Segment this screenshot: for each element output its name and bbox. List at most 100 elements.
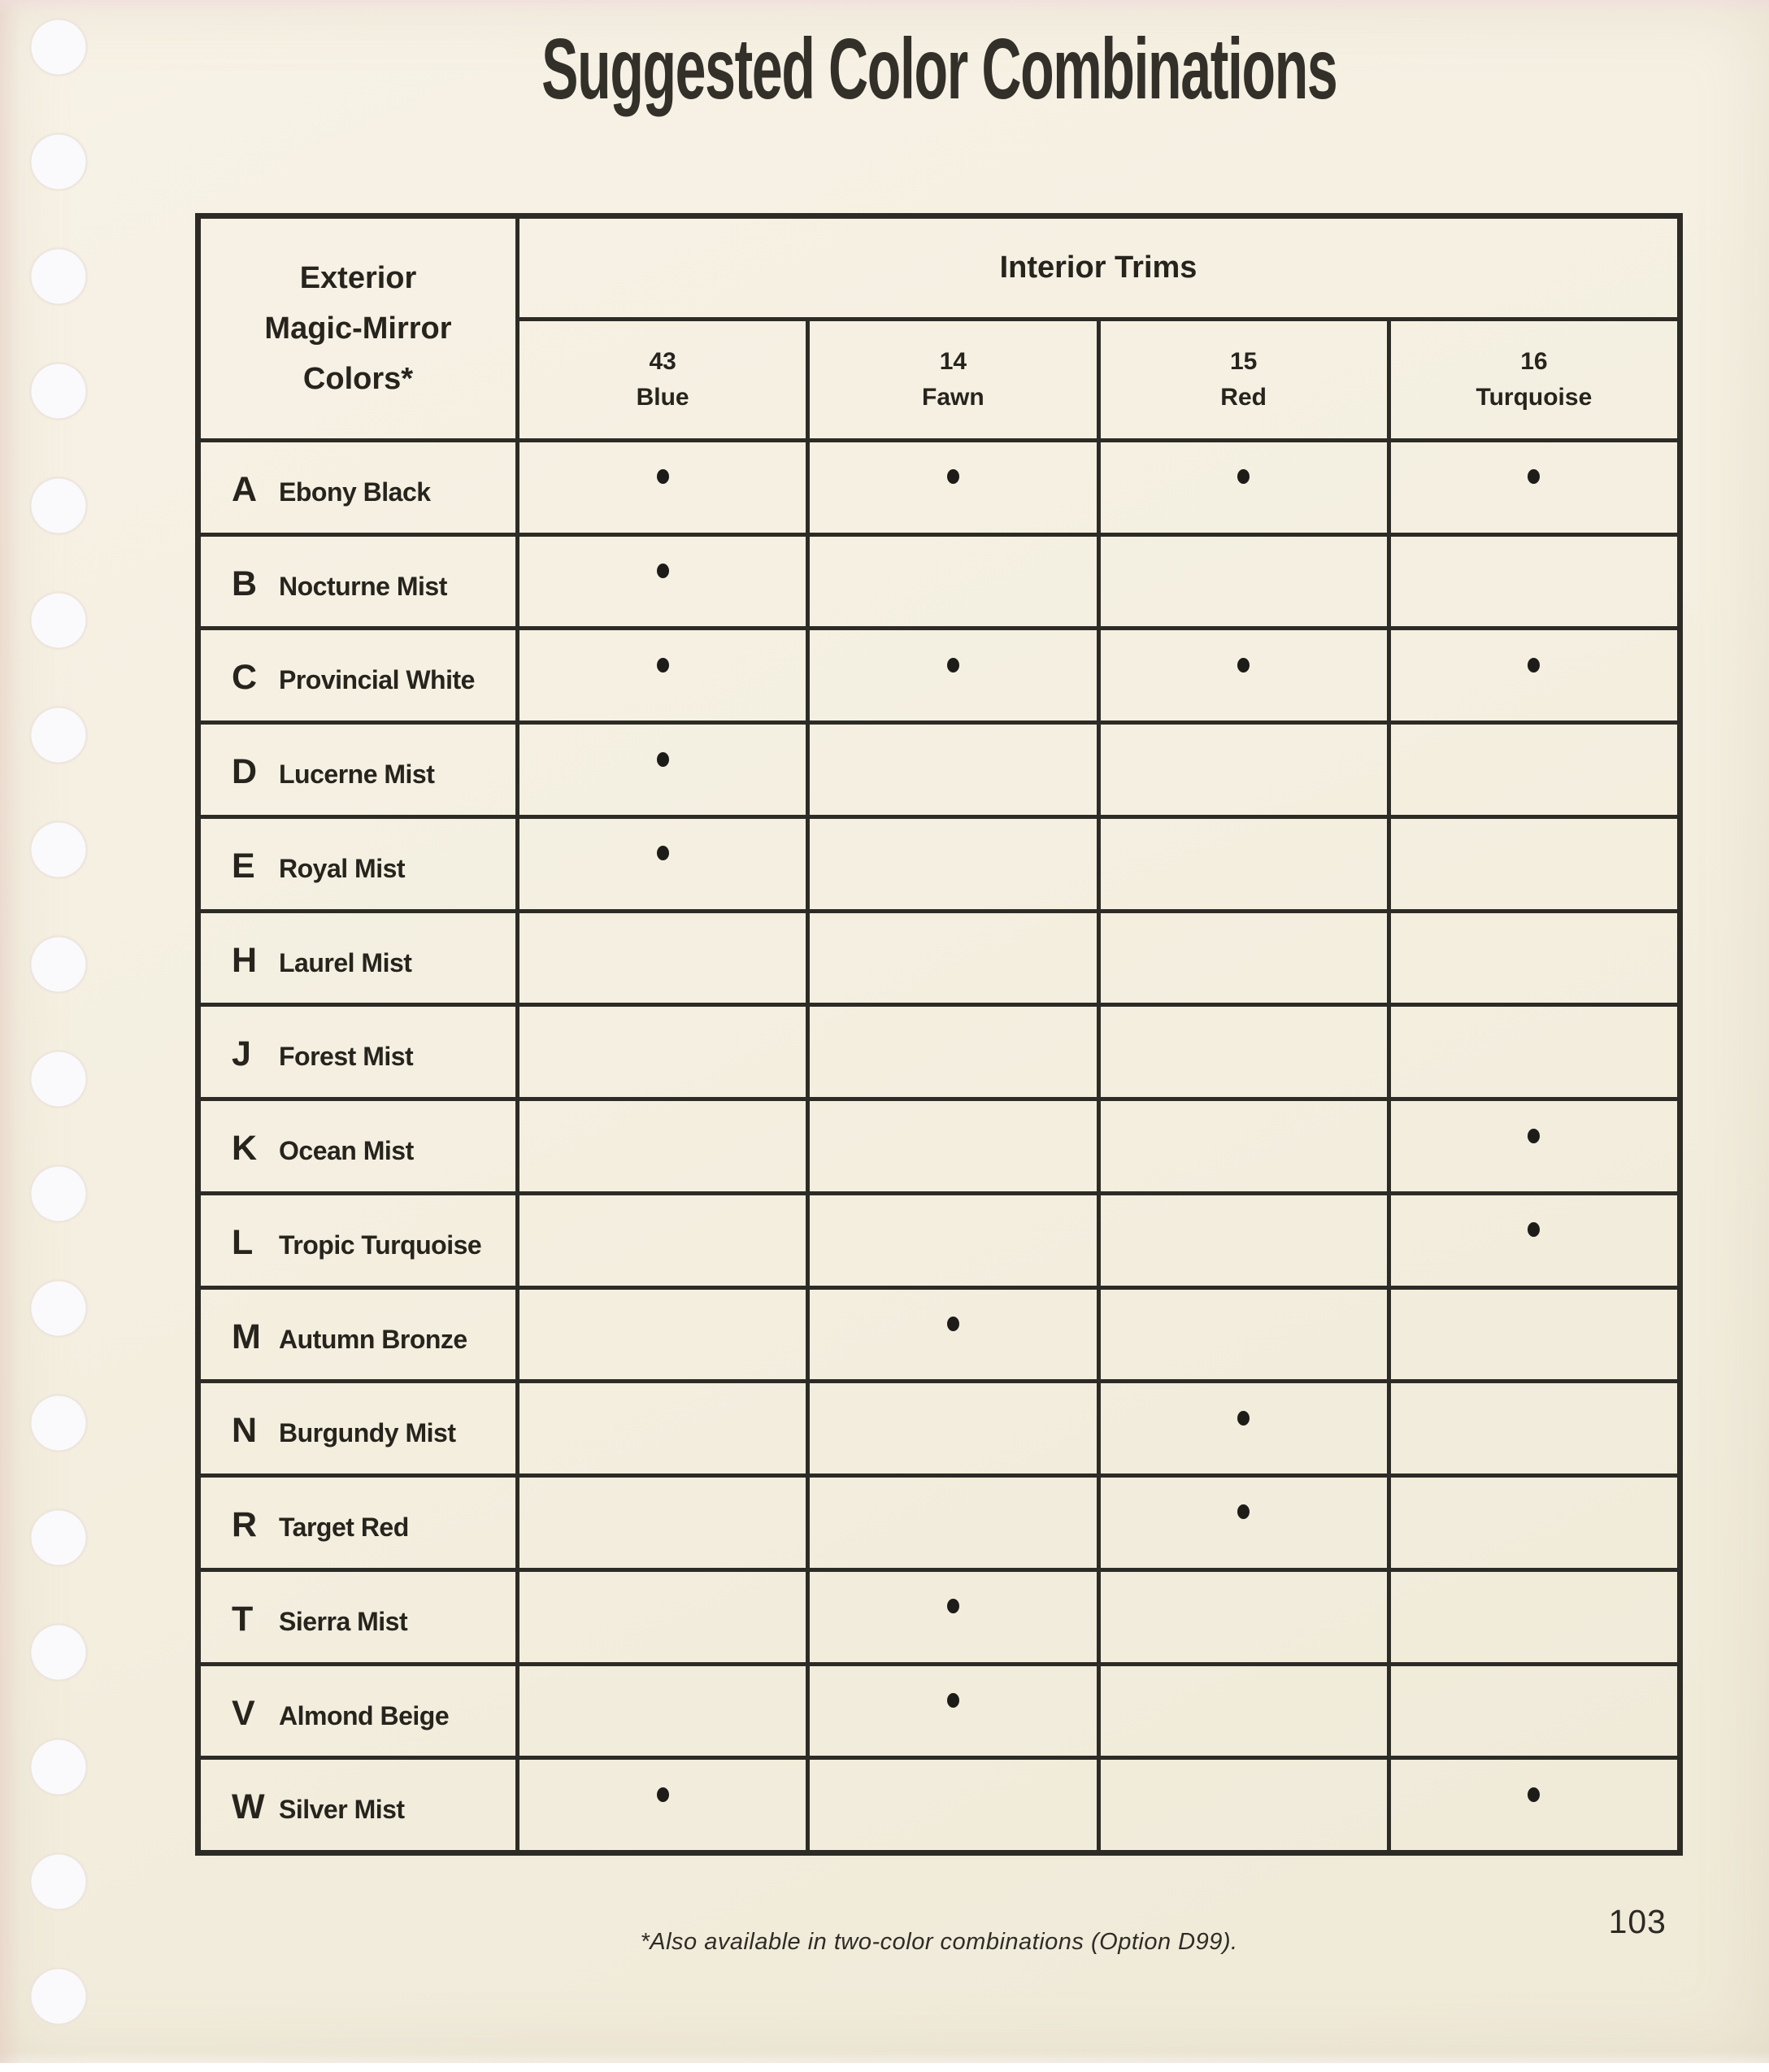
trim-availability-cell-fawn xyxy=(806,1571,1096,1662)
trim-availability-cell-red xyxy=(1096,818,1387,909)
trim-availability-cell-fawn xyxy=(806,1478,1096,1568)
trim-code: 16 xyxy=(1520,348,1548,375)
availability-dot xyxy=(946,469,959,485)
table-row: R Target Red xyxy=(201,1473,1677,1568)
trim-availability-cell-red xyxy=(1096,1760,1387,1851)
trim-column-header-red: 15 Red xyxy=(1096,321,1387,438)
trim-code: 15 xyxy=(1229,348,1258,375)
trim-availability-cell-red xyxy=(1096,1571,1387,1662)
color-name: Autumn Bronze xyxy=(279,1324,467,1354)
exterior-color-label-cell: C Provincial White xyxy=(201,630,519,721)
color-name: Target Red xyxy=(279,1513,409,1543)
availability-dot xyxy=(656,751,669,767)
color-code: R xyxy=(232,1505,258,1545)
trim-availability-cell-blue xyxy=(519,1007,806,1097)
trim-availability-cell-turquoise xyxy=(1386,442,1677,533)
availability-dot xyxy=(1237,469,1250,485)
color-name: Nocturne Mist xyxy=(279,571,447,601)
table-row: D Lucerne Mist xyxy=(201,720,1677,815)
color-combinations-table: Exterior Magic-Mirror Colors* Interior T… xyxy=(195,213,1683,1856)
exterior-color-label-cell: E Royal Mist xyxy=(201,818,519,909)
trim-availability-cell-blue xyxy=(519,1195,806,1286)
exterior-color-label-cell: A Ebony Black xyxy=(201,442,519,533)
trim-availability-cell-fawn xyxy=(806,1383,1096,1474)
color-name: Forest Mist xyxy=(279,1042,414,1072)
trim-availability-cell-blue xyxy=(519,1101,806,1191)
exterior-color-label-cell: M Autumn Bronze xyxy=(201,1289,519,1380)
trim-availability-cell-blue xyxy=(519,537,806,627)
trim-availability-cell-turquoise xyxy=(1386,1007,1677,1098)
exterior-color-label-cell: V Almond Beige xyxy=(201,1665,519,1756)
table-row: K Ocean Mist xyxy=(201,1097,1677,1191)
trim-availability-cell-blue xyxy=(519,725,806,815)
availability-dot xyxy=(1528,657,1541,673)
availability-dot xyxy=(656,469,669,485)
page-number: 103 xyxy=(1608,1903,1667,1940)
trim-availability-cell-blue xyxy=(519,1572,806,1662)
availability-dot xyxy=(946,1316,959,1331)
color-name: Sierra Mist xyxy=(279,1606,408,1636)
table-header: Exterior Magic-Mirror Colors* Interior T… xyxy=(201,219,1677,438)
trim-availability-cell-turquoise xyxy=(1386,536,1677,627)
availability-dot xyxy=(946,657,959,673)
trim-availability-cell-blue xyxy=(519,1478,806,1568)
trim-availability-cell-fawn xyxy=(806,912,1096,1003)
color-name: Laurel Mist xyxy=(279,947,412,977)
availability-dot xyxy=(1528,1787,1541,1802)
trim-name: Blue xyxy=(636,384,689,411)
trim-column-header-blue: 43 Blue xyxy=(519,321,806,438)
trim-availability-cell-fawn xyxy=(806,630,1096,721)
exterior-color-label-cell: L Tropic Turquoise xyxy=(201,1195,519,1286)
trim-availability-cell-fawn xyxy=(806,1101,1096,1191)
exterior-color-label-cell: J Forest Mist xyxy=(201,1007,519,1098)
trim-availability-cell-blue xyxy=(519,819,806,909)
table-row: H Laurel Mist xyxy=(201,908,1677,1003)
exterior-color-label-cell: B Nocturne Mist xyxy=(201,536,519,627)
color-code: T xyxy=(232,1599,254,1639)
availability-dot xyxy=(1528,469,1541,485)
color-code: H xyxy=(232,940,258,980)
trim-name: Red xyxy=(1220,384,1267,411)
table-row: B Nocturne Mist xyxy=(201,532,1677,627)
trim-availability-cell-red xyxy=(1096,1007,1387,1098)
table-row: W Silver Mist xyxy=(201,1756,1677,1851)
availability-dot xyxy=(1237,1504,1250,1520)
exterior-colors-header: Exterior Magic-Mirror Colors* xyxy=(201,219,519,438)
trim-availability-cell-turquoise xyxy=(1386,818,1677,909)
color-code: D xyxy=(232,752,258,792)
color-code: K xyxy=(232,1129,258,1169)
availability-dot xyxy=(656,564,669,579)
trim-availability-cell-fawn xyxy=(806,725,1096,815)
availability-dot xyxy=(656,657,669,673)
trim-availability-cell-red xyxy=(1096,1195,1387,1286)
color-name: Almond Beige xyxy=(279,1700,450,1730)
trim-availability-cell-fawn xyxy=(806,1760,1096,1851)
trim-availability-cell-fawn xyxy=(806,1007,1096,1098)
trim-availability-cell-red xyxy=(1096,1289,1387,1380)
color-name: Burgundy Mist xyxy=(279,1418,456,1448)
color-name: Lucerne Mist xyxy=(279,760,435,790)
availability-dot xyxy=(1237,657,1250,673)
trim-availability-cell-red xyxy=(1096,725,1387,815)
color-name: Ocean Mist xyxy=(279,1136,414,1166)
trim-availability-cell-fawn xyxy=(806,1289,1096,1380)
trim-availability-cell-blue xyxy=(519,442,806,533)
trim-availability-cell-blue xyxy=(519,1290,806,1380)
binding-holes xyxy=(0,0,122,2072)
trim-code: 14 xyxy=(939,348,967,375)
availability-dot xyxy=(1528,1128,1541,1143)
trim-availability-cell-turquoise xyxy=(1386,1571,1677,1662)
color-code: A xyxy=(232,470,258,509)
table-row: J Forest Mist xyxy=(201,1003,1677,1098)
exterior-color-label-cell: K Ocean Mist xyxy=(201,1101,519,1191)
table-row: L Tropic Turquoise xyxy=(201,1191,1677,1286)
color-code: J xyxy=(232,1034,251,1074)
page-title: Suggested Color Combinations xyxy=(195,21,1683,118)
exterior-header-line: Colors* xyxy=(302,362,414,396)
exterior-color-label-cell: H Laurel Mist xyxy=(201,912,519,1003)
availability-dot xyxy=(656,846,669,861)
trim-availability-cell-blue xyxy=(519,630,806,720)
color-name: Provincial White xyxy=(279,665,475,695)
trim-availability-cell-turquoise xyxy=(1386,1195,1677,1286)
color-name: Tropic Turquoise xyxy=(279,1230,482,1260)
